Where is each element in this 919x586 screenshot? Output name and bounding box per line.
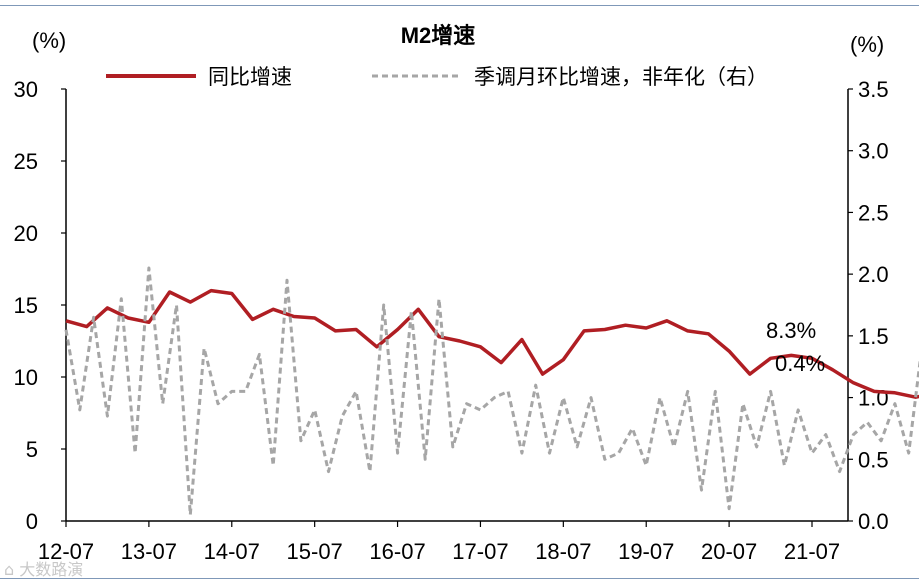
x-tick-label: 17-07 xyxy=(452,539,508,564)
bottom-border-line xyxy=(0,578,919,579)
chart-title: M2增速 xyxy=(401,23,476,48)
left-tick-label: 25 xyxy=(14,149,38,174)
end-label-mom: 0.4% xyxy=(775,351,825,376)
left-axis-unit: (%) xyxy=(32,28,66,53)
x-tick-label: 15-07 xyxy=(287,539,343,564)
left-tick-label: 30 xyxy=(14,77,38,102)
x-tick-label: 18-07 xyxy=(535,539,591,564)
left-tick-label: 10 xyxy=(14,365,38,390)
right-axis-unit: (%) xyxy=(850,32,884,57)
series-layer xyxy=(64,266,919,517)
x-tick-label: 14-07 xyxy=(204,539,260,564)
right-tick-label: 1.5 xyxy=(858,324,889,349)
legend-label-mom: 季调月环比增速，非年化（右） xyxy=(474,66,768,89)
legend: 同比增速 季调月环比增速，非年化（右） xyxy=(106,66,768,89)
watermark-logo: ⌂ 大数路演 xyxy=(4,560,84,579)
legend-label-yoy: 同比增速 xyxy=(208,66,292,89)
x-tick-label: 20-07 xyxy=(701,539,757,564)
right-tick-label: 3.5 xyxy=(858,77,889,102)
right-tick-label: 0.5 xyxy=(858,447,889,472)
right-tick-label: 3.0 xyxy=(858,139,889,164)
x-tick-label: 12-07 xyxy=(38,539,94,564)
right-tick-label: 2.0 xyxy=(858,262,889,287)
right-tick-label: 2.5 xyxy=(858,200,889,225)
x-tick-label: 21-07 xyxy=(784,539,840,564)
series-line-mom xyxy=(64,266,919,517)
left-tick-label: 5 xyxy=(26,437,38,462)
axes: 0510152025300.00.51.01.52.02.53.03.512-0… xyxy=(14,77,889,564)
top-border-line xyxy=(0,5,919,6)
right-tick-label: 0.0 xyxy=(858,509,889,534)
x-tick-label: 19-07 xyxy=(618,539,674,564)
x-tick-label: 16-07 xyxy=(369,539,425,564)
end-labels: 8.3% 0.4% xyxy=(766,318,825,376)
left-tick-label: 0 xyxy=(26,509,38,534)
end-label-yoy: 8.3% xyxy=(766,318,816,343)
series-line-yoy xyxy=(65,288,919,399)
x-tick-label: 13-07 xyxy=(121,539,177,564)
left-tick-label: 15 xyxy=(14,293,38,318)
left-tick-label: 20 xyxy=(14,221,38,246)
